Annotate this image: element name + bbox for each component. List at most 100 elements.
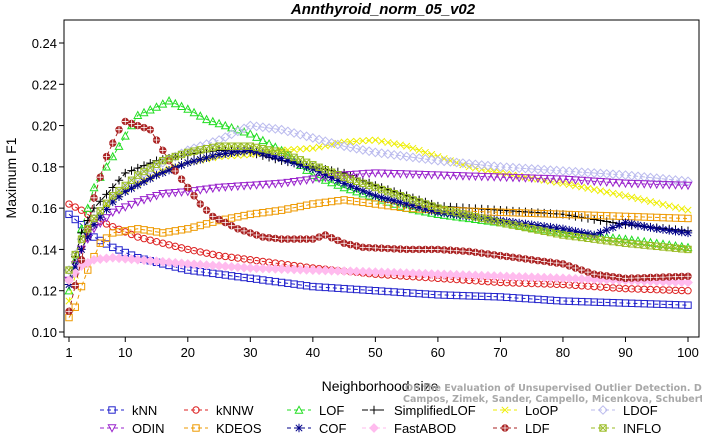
point-ODIN-17 <box>164 189 174 198</box>
point-LoOP-88 <box>609 189 617 197</box>
point-INFLO-3 <box>77 235 86 243</box>
point-LoOP-91 <box>628 193 636 201</box>
point-ODIN-12 <box>133 198 143 207</box>
point-FastABOD-78 <box>545 273 556 283</box>
point-LOF-17 <box>164 96 174 105</box>
point-COF-21 <box>189 156 199 166</box>
point-ODIN-64 <box>458 172 468 181</box>
point-ODIN-100 <box>683 181 693 191</box>
point-LDF-10 <box>121 117 129 126</box>
point-COF-83 <box>577 228 586 237</box>
point-KDEOS-3 <box>77 282 86 291</box>
point-FastABOD-32 <box>257 263 268 274</box>
point-COF-86 <box>596 228 605 237</box>
point-FastABOD-44 <box>332 265 343 276</box>
point-ODIN-55 <box>402 170 412 179</box>
point-FastABOD-50 <box>370 267 381 278</box>
point-LOF-74 <box>520 221 530 231</box>
legend-label-SimplifiedLOF: SimplifiedLOF <box>394 403 476 418</box>
point-LDOF-29 <box>239 123 249 134</box>
point-FastABOD-31 <box>251 263 262 274</box>
point-ODIN-81 <box>564 175 574 185</box>
point-FastABOD-22 <box>195 259 206 270</box>
point-LoOP-99 <box>678 205 686 213</box>
point-ODIN-47 <box>352 170 362 180</box>
x-tick-label: 100 <box>677 345 699 360</box>
point-LDF-34 <box>271 234 280 243</box>
point-COF-59 <box>427 206 436 215</box>
point-LDF-9 <box>115 126 123 134</box>
point-LDOF-76 <box>533 164 543 175</box>
point-LoOP-95 <box>653 199 661 207</box>
point-LDOF-88 <box>608 169 618 180</box>
point-LDF-3 <box>77 256 86 264</box>
point-LDOF-66 <box>470 159 481 170</box>
y-tick-label: 0.20 <box>32 119 57 134</box>
point-COF-24 <box>208 151 218 161</box>
point-LDF-55 <box>402 245 411 254</box>
point-ODIN-31 <box>252 181 262 190</box>
point-LDF-78 <box>546 258 555 266</box>
point-LOF-46 <box>345 184 355 194</box>
point-FastABOD-27 <box>226 261 237 272</box>
point-ODIN-26 <box>220 183 230 192</box>
point-LDF-33 <box>265 234 273 242</box>
legend-item-COF: COF <box>287 421 347 434</box>
point-FastABOD-67 <box>476 270 487 281</box>
legend-item-ODIN: ODIN <box>100 421 165 434</box>
point-SimplifiedLOF-10 <box>121 168 130 178</box>
point-LDOF-97 <box>664 174 675 185</box>
point-LDOF-36 <box>282 126 293 137</box>
point-COF-28 <box>233 147 243 157</box>
point-LOF-10 <box>120 131 130 140</box>
point-FastABOD-61 <box>439 269 450 280</box>
point-SimplifiedLOF-85 <box>590 215 599 224</box>
point-LoOP-55 <box>403 142 411 150</box>
point-ODIN-83 <box>577 176 587 186</box>
point-COF-92 <box>633 220 643 230</box>
point-COF-34 <box>271 152 280 162</box>
point-LoOP-85 <box>590 186 598 194</box>
x-tick-label: 40 <box>306 345 320 360</box>
point-ODIN-23 <box>202 185 212 194</box>
point-LDF-96 <box>659 273 667 281</box>
point-FastABOD-28 <box>232 262 243 273</box>
point-FastABOD-83 <box>576 274 587 284</box>
point-FastABOD-100 <box>683 277 693 288</box>
point-LDOF-37 <box>289 128 299 138</box>
point-ODIN-68 <box>483 173 493 182</box>
point-COF-65 <box>464 212 474 221</box>
point-LDF-41 <box>315 233 323 241</box>
point-COF-64 <box>458 211 468 220</box>
point-LoOP-41 <box>315 143 323 151</box>
point-LOF-8 <box>108 151 118 161</box>
point-FastABOD-18 <box>170 257 181 268</box>
point-INFLO-2 <box>71 250 79 259</box>
point-ODIN-30 <box>245 181 255 191</box>
point-ODIN-61 <box>439 171 449 181</box>
point-INFLO-78 <box>546 228 555 237</box>
y-tick-label: 0.22 <box>32 77 57 92</box>
point-COF-80 <box>558 224 568 233</box>
point-LDF-62 <box>446 246 455 254</box>
point-LOF-26 <box>220 120 230 130</box>
point-INFLO-100 <box>684 245 692 254</box>
point-FastABOD-81 <box>564 273 575 284</box>
point-LDF-92 <box>634 274 642 282</box>
point-FastABOD-64 <box>458 270 468 280</box>
point-FastABOD-25 <box>214 261 224 271</box>
point-LDOF-62 <box>445 156 456 167</box>
point-ODIN-27 <box>227 182 237 192</box>
point-FastABOD-21 <box>189 259 199 270</box>
point-LDF-37 <box>290 235 298 243</box>
point-ODIN-86 <box>595 178 606 187</box>
point-FastABOD-46 <box>345 266 356 277</box>
point-FastABOD-73 <box>514 271 525 282</box>
point-INFLO-46 <box>346 175 355 183</box>
point-LDF-29 <box>240 227 248 235</box>
point-LDF-39 <box>302 235 311 243</box>
point-COF-35 <box>277 154 286 163</box>
point-FastABOD-43 <box>326 265 337 276</box>
point-LDF-80 <box>559 260 567 268</box>
point-COF-31 <box>252 147 261 157</box>
